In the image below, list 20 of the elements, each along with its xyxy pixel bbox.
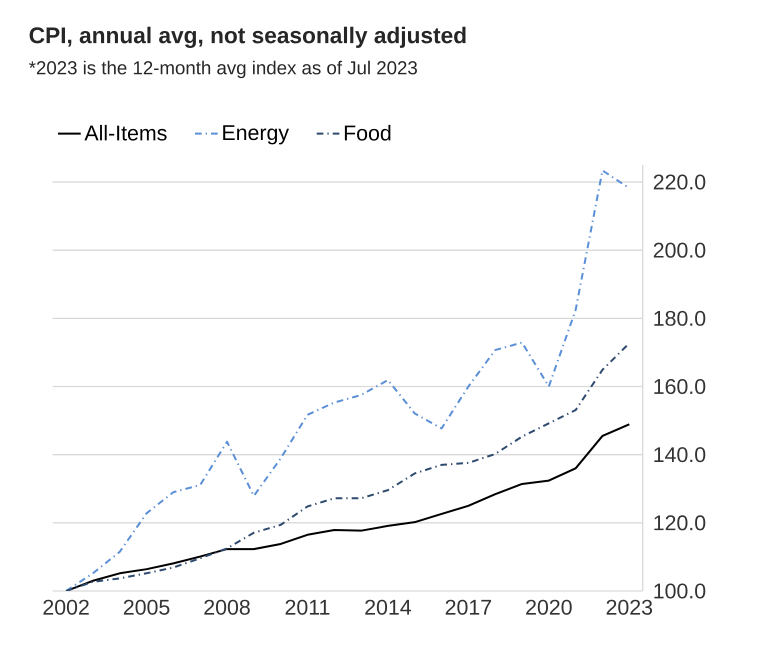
y-tick-label: 160.0 xyxy=(654,378,706,394)
x-tick-label: 2005 xyxy=(124,600,170,615)
legend-label: Food xyxy=(344,124,390,141)
x-tick-label: 2017 xyxy=(446,600,492,615)
y-tick-label: 220.0 xyxy=(654,174,706,190)
x-tick-label: 2023 xyxy=(606,600,652,615)
y-tick-label: 100.0 xyxy=(654,583,706,599)
chart-title: CPI, annual avg, not seasonally adjusted xyxy=(30,26,466,48)
legend-label: Energy xyxy=(223,125,289,144)
x-tick-label: 2011 xyxy=(286,600,330,615)
x-tick-label: 2008 xyxy=(204,600,250,615)
x-tick-label: 2002 xyxy=(43,600,89,615)
x-tick-label: 2014 xyxy=(365,600,412,615)
y-tick-label: 200.0 xyxy=(654,242,706,258)
y-tick-label: 140.0 xyxy=(654,447,706,462)
legend-label: All-Items xyxy=(84,124,167,141)
x-tick-label: 2020 xyxy=(526,600,572,615)
y-tick-label: 120.0 xyxy=(654,515,706,530)
chart-subtitle: *2023 is the 12-month avg index as of Jul 2023 xyxy=(29,60,417,78)
y-tick-label: 180.0 xyxy=(654,310,706,326)
